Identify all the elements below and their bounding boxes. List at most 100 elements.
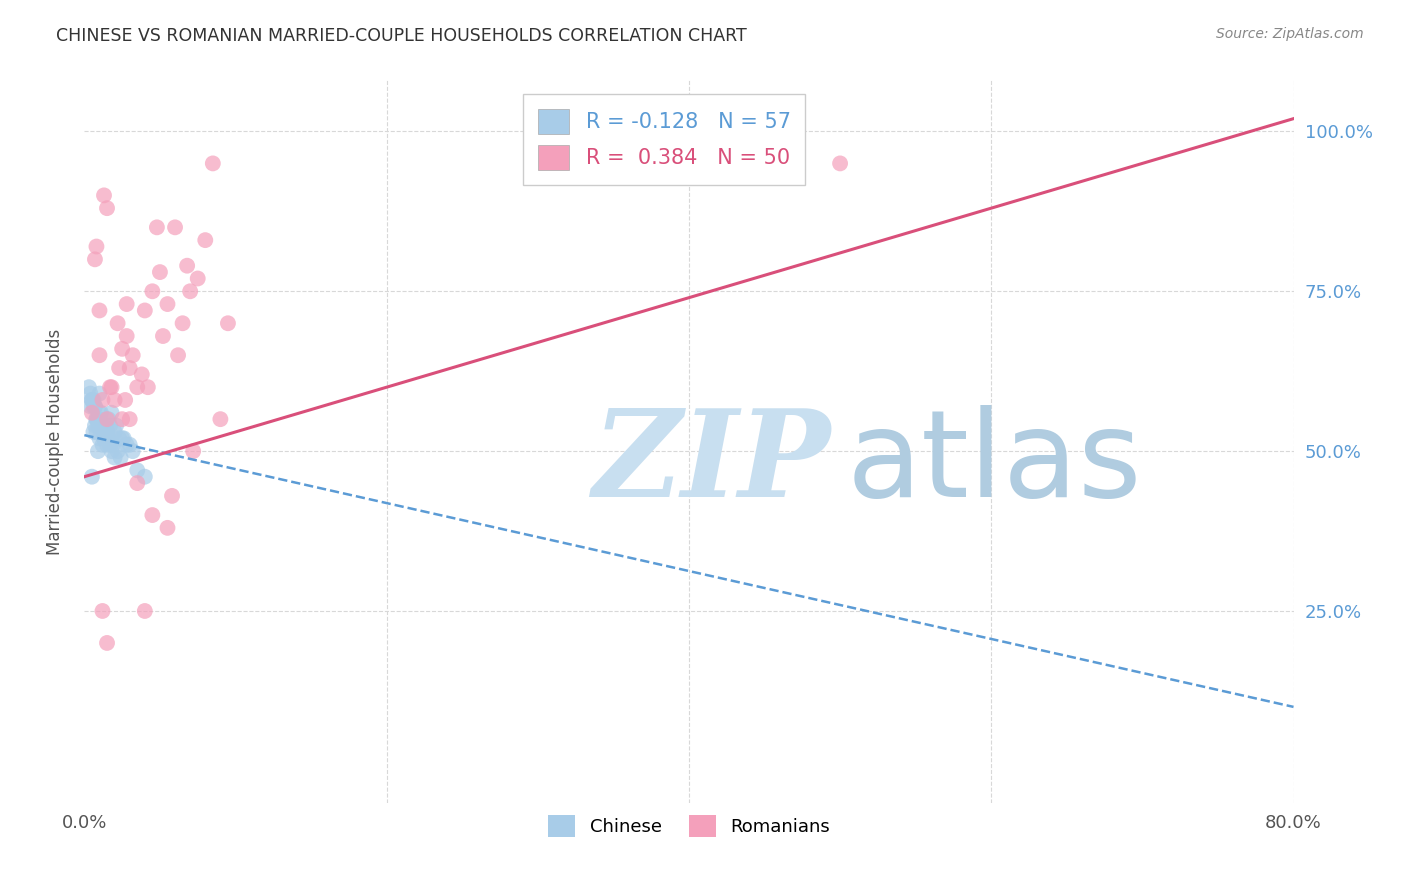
Point (100, 444, 122, 458)
Point (209, 412, 232, 426)
Point (107, 444, 129, 458)
Point (115, 329, 138, 343)
Point (97, 412, 120, 426)
Point (86, 412, 108, 426)
Text: ZIP: ZIP (592, 404, 831, 523)
Point (141, 285, 163, 299)
Point (93, 431, 115, 445)
Point (176, 259, 198, 273)
Point (181, 444, 204, 458)
Text: atlas: atlas (846, 405, 1142, 522)
Point (91, 418, 114, 433)
Point (105, 418, 128, 433)
Point (165, 220, 187, 235)
Point (100, 380, 122, 394)
Point (118, 438, 141, 452)
Point (91, 438, 114, 452)
Point (201, 156, 224, 170)
Point (91, 392, 114, 407)
Text: Source: ZipAtlas.com: Source: ZipAtlas.com (1216, 27, 1364, 41)
Point (179, 285, 201, 299)
Point (118, 412, 141, 426)
Point (146, 220, 169, 235)
Point (98, 438, 121, 452)
Point (108, 431, 131, 445)
Point (194, 233, 217, 247)
Point (84, 400, 107, 414)
Point (141, 508, 163, 522)
Point (172, 316, 194, 330)
Point (131, 368, 153, 382)
Point (93, 188, 115, 202)
Point (94, 425, 117, 439)
Point (127, 463, 149, 477)
Legend: Chinese, Romanians: Chinese, Romanians (541, 808, 837, 845)
Point (89, 406, 111, 420)
Point (149, 265, 172, 279)
Point (121, 444, 143, 458)
Point (98, 380, 121, 394)
Point (89, 386, 111, 401)
Point (111, 342, 134, 356)
Point (80, 469, 103, 483)
Point (96, 425, 118, 439)
Point (104, 450, 127, 465)
Point (84, 400, 107, 414)
Point (82, 425, 104, 439)
Point (121, 348, 143, 362)
Point (96, 201, 118, 215)
Point (110, 450, 132, 465)
Point (82, 392, 104, 407)
Point (79, 386, 101, 401)
Point (96, 438, 118, 452)
Point (217, 316, 239, 330)
Point (111, 431, 134, 445)
Point (156, 521, 179, 535)
Point (107, 316, 129, 330)
Point (82, 400, 104, 414)
Point (93, 425, 115, 439)
Point (87, 412, 110, 426)
Point (90, 406, 112, 420)
Text: CHINESE VS ROMANIAN MARRIED-COUPLE HOUSEHOLDS CORRELATION CHART: CHINESE VS ROMANIAN MARRIED-COUPLE HOUSE… (56, 27, 747, 45)
Point (86, 412, 108, 426)
Point (830, 156, 852, 170)
Point (93, 431, 115, 445)
Point (134, 303, 156, 318)
Point (91, 604, 114, 618)
Point (89, 348, 111, 362)
Point (90, 418, 112, 433)
Point (89, 303, 111, 318)
Point (160, 489, 183, 503)
Point (112, 431, 135, 445)
Point (134, 469, 156, 483)
Point (152, 329, 174, 343)
Point (80, 406, 103, 420)
Point (101, 438, 124, 452)
Point (134, 604, 156, 618)
Point (96, 425, 118, 439)
Point (96, 412, 118, 426)
Point (86, 425, 108, 439)
Point (89, 412, 111, 426)
Point (87, 418, 110, 433)
Point (167, 348, 190, 362)
Point (108, 361, 131, 376)
Point (86, 239, 108, 253)
Point (127, 380, 149, 394)
Point (118, 361, 141, 376)
Point (97, 431, 120, 445)
Point (97, 431, 120, 445)
Point (96, 636, 118, 650)
Point (77, 380, 100, 394)
Point (114, 392, 136, 407)
Point (111, 412, 134, 426)
Point (187, 271, 209, 285)
Point (84, 252, 107, 267)
Point (91, 418, 114, 433)
Y-axis label: Married-couple Households: Married-couple Households (45, 328, 63, 555)
Point (104, 425, 127, 439)
Point (115, 438, 138, 452)
Point (136, 380, 159, 394)
Point (94, 425, 117, 439)
